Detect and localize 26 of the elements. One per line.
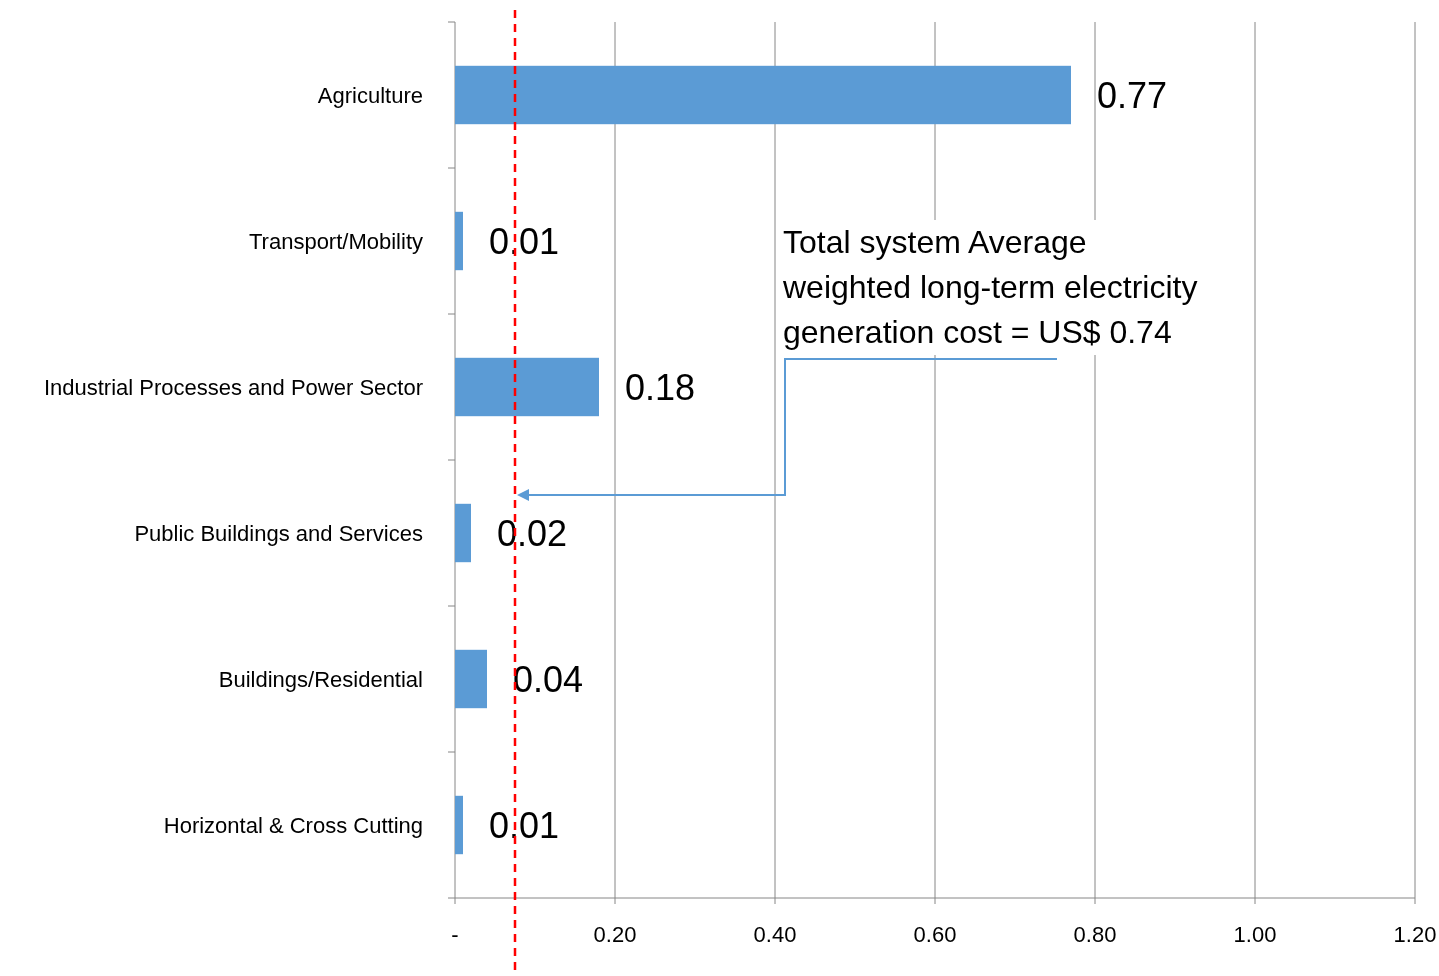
bar bbox=[455, 357, 599, 417]
bar bbox=[455, 503, 471, 563]
x-tick-label: 0.20 bbox=[593, 922, 637, 947]
bar bbox=[455, 65, 1071, 125]
data-label: 0.77 bbox=[1097, 75, 1168, 116]
x-tick-label: 1.20 bbox=[1393, 922, 1437, 947]
bar bbox=[455, 649, 487, 709]
data-label: 0.04 bbox=[513, 659, 584, 700]
data-label: 0.01 bbox=[489, 805, 560, 846]
x-tick-label: 0.80 bbox=[1073, 922, 1117, 947]
y-tick-label: Industrial Processes and Power Sector bbox=[43, 375, 423, 400]
x-tick-label: 1.00 bbox=[1233, 922, 1277, 947]
y-tick-label: Horizontal & Cross Cutting bbox=[163, 813, 423, 838]
y-tick-label: Transport/Mobility bbox=[248, 229, 423, 254]
data-label: 0.02 bbox=[497, 513, 568, 554]
data-label: 0.01 bbox=[489, 221, 560, 262]
x-tick-label: - bbox=[451, 922, 459, 947]
y-tick-label: Buildings/Residential bbox=[218, 667, 423, 692]
bar bbox=[455, 795, 463, 855]
data-label: 0.18 bbox=[625, 367, 696, 408]
y-tick-label: Public Buildings and Services bbox=[134, 521, 423, 546]
annotation: Total system Average weighted long-term electricity generation cost = US$ 0.74 bbox=[783, 220, 1213, 355]
y-tick-label: Agriculture bbox=[317, 83, 423, 108]
bar bbox=[455, 211, 463, 271]
x-tick-label: 0.60 bbox=[913, 922, 957, 947]
x-tick-label: 0.40 bbox=[753, 922, 797, 947]
